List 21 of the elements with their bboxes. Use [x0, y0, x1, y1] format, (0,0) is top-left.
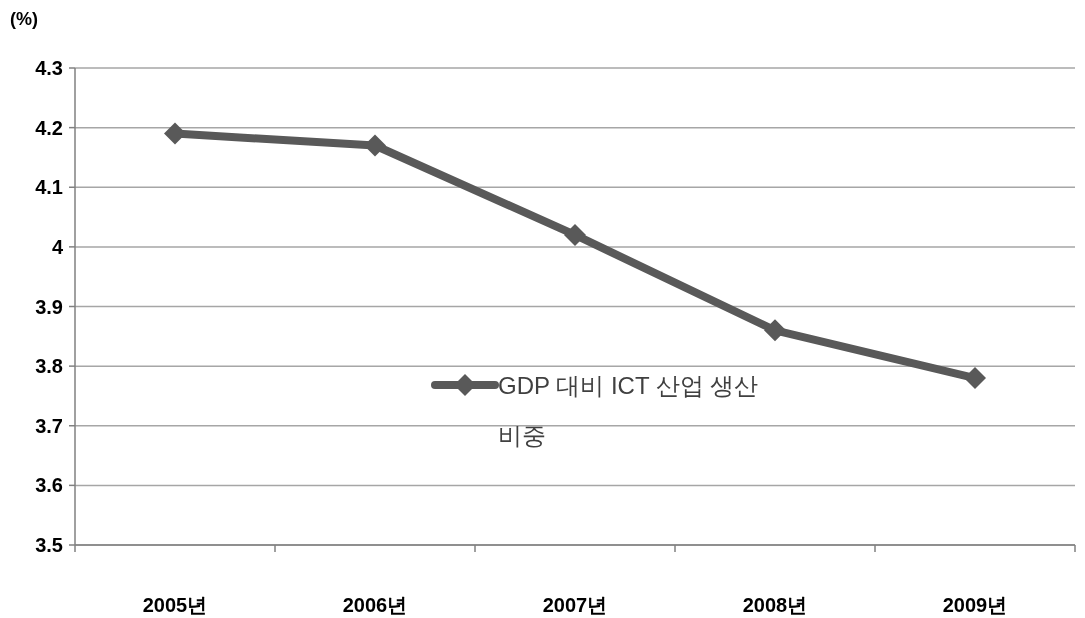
y-tick-label: 4 — [51, 235, 64, 258]
y-tick-label: 3.6 — [35, 474, 63, 497]
x-tick-label: 2006년 — [342, 594, 408, 616]
point — [964, 367, 986, 390]
x-tick-label: 2005년 — [142, 594, 208, 616]
point — [164, 122, 186, 145]
y-tick-label: 4.3 — [35, 57, 63, 79]
y-tick-label: 3.7 — [35, 414, 63, 437]
y-tick-label: 4.1 — [35, 176, 63, 199]
x-tick-label: 2008년 — [742, 594, 808, 616]
y-axis-title: (%) — [10, 9, 38, 29]
point — [564, 223, 586, 246]
y-tick-label: 3.9 — [35, 295, 63, 318]
x-tick-label: 2007년 — [542, 594, 608, 616]
y-tick-label: 3.8 — [35, 355, 63, 378]
x-tick-label: 2009년 — [942, 594, 1008, 616]
legend-label: GDP 대비 ICT 산업 생산 비중 — [498, 372, 759, 449]
y-tick-label: 3.5 — [35, 534, 63, 556]
point — [364, 134, 386, 157]
y-tick-label: 4.2 — [35, 116, 63, 139]
point — [764, 319, 786, 342]
